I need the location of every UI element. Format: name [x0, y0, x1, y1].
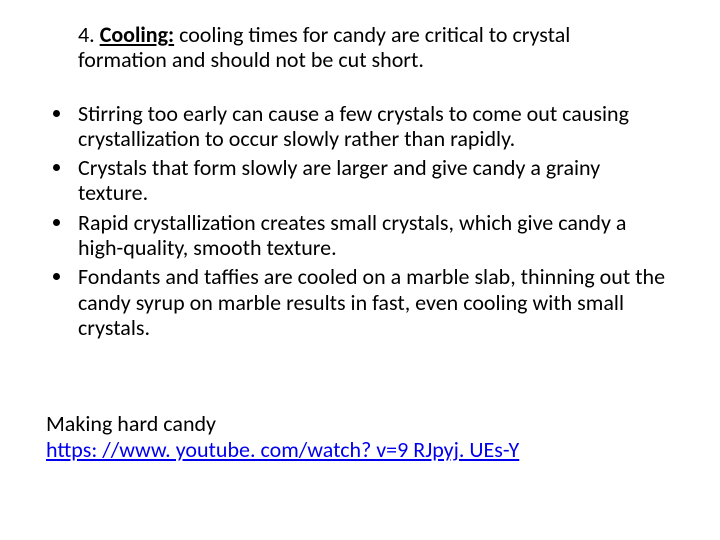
heading-term: Cooling:: [100, 21, 174, 48]
list-item: Fondants and taffies are cooled on a mar…: [74, 264, 674, 340]
bullet-list: Stirring too early can cause a few cryst…: [46, 101, 674, 341]
heading-number: 4.: [78, 21, 100, 48]
footer-label: Making hard candy: [46, 411, 519, 436]
list-item: Stirring too early can cause a few cryst…: [74, 101, 674, 152]
heading-block: 4. Cooling: cooling times for candy are …: [78, 22, 648, 73]
list-item: Crystals that form slowly are larger and…: [74, 155, 674, 206]
list-item: Rapid crystallization creates small crys…: [74, 210, 674, 261]
footer-block: Making hard candy https: //www. youtube.…: [46, 411, 519, 462]
youtube-link[interactable]: https: //www. youtube. com/watch? v=9 RJ…: [46, 436, 519, 463]
slide-container: 4. Cooling: cooling times for candy are …: [0, 0, 720, 540]
